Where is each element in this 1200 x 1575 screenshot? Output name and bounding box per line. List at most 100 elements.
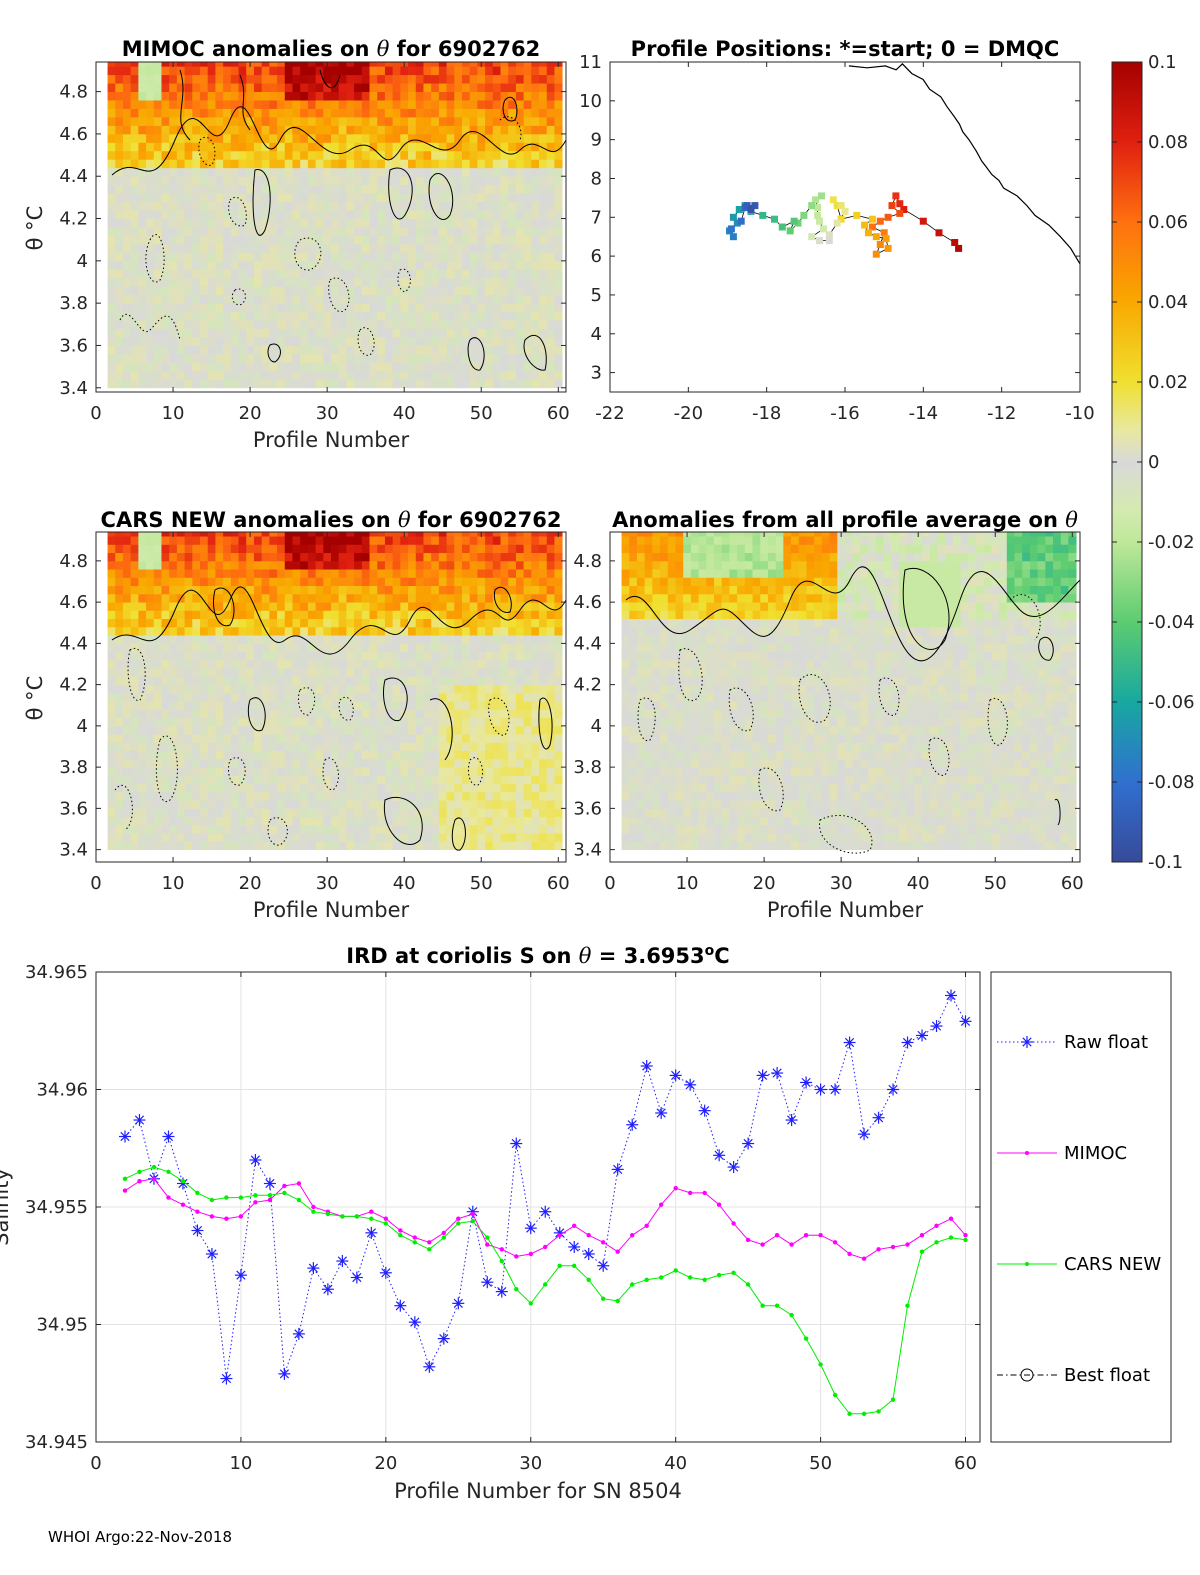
heatmap-cell — [400, 833, 409, 842]
heatmap-cell — [176, 286, 185, 296]
y-tick-label: 3.4 — [59, 378, 88, 399]
heatmap-cell — [523, 243, 532, 253]
heatmap-cell — [438, 532, 447, 537]
heatmap-cell — [115, 83, 124, 93]
heatmap-cell — [392, 286, 401, 296]
heatmap-cell — [277, 150, 286, 160]
heatmap-cell — [338, 379, 347, 389]
heatmap-cell — [415, 717, 424, 727]
heatmap-cell — [315, 783, 324, 793]
heatmap-cell — [523, 742, 532, 752]
heatmap-cell — [500, 83, 509, 93]
heatmap-cell — [369, 353, 378, 363]
mimoc-axes: 0 10 20 30 40 50 603.43.63.844.24.44.64.8 — [59, 62, 570, 424]
heatmap-cell — [346, 833, 355, 842]
heatmap-cell — [107, 758, 116, 768]
heatmap-cell — [431, 552, 440, 562]
heatmap-cell — [153, 577, 162, 587]
heatmap-cell — [269, 610, 278, 620]
heatmap-cell — [454, 544, 463, 554]
heatmap-cell — [508, 659, 517, 669]
heatmap-cell — [192, 286, 201, 296]
heatmap-cell — [331, 210, 340, 219]
heatmap-cell — [230, 758, 239, 768]
heatmap-cell — [184, 725, 193, 735]
heatmap-cell — [621, 816, 630, 826]
positions-title: Profile Positions: *=start; 0 = DMQC — [631, 37, 1060, 61]
heatmap-cell — [531, 668, 540, 677]
heatmap-cell — [176, 725, 185, 735]
heatmap-cell — [384, 74, 394, 84]
heatmap-cell — [508, 676, 517, 686]
heatmap-cell — [485, 701, 494, 710]
heatmap-cell — [338, 717, 347, 727]
heatmap-cell — [384, 709, 394, 719]
heatmap-cell — [300, 560, 309, 570]
track-point — [919, 217, 927, 225]
heatmap-cell — [636, 750, 646, 760]
heatmap-cell — [354, 125, 363, 135]
heatmap-cell — [277, 227, 286, 236]
heatmap-cell — [138, 117, 147, 126]
heatmap-cell — [438, 635, 447, 644]
heatmap-cell — [500, 311, 509, 321]
heatmap-cell — [130, 150, 139, 160]
heatmap-cell — [315, 668, 324, 677]
heatmap-cell — [392, 808, 401, 818]
heatmap-cell — [523, 201, 532, 211]
heatmap-cell — [539, 150, 548, 160]
heatmap-cell — [292, 783, 301, 793]
heatmap-cell — [331, 651, 340, 661]
heatmap-cell — [461, 100, 471, 109]
heatmap-cell — [161, 791, 170, 801]
heatmap-cell — [384, 668, 394, 677]
heatmap-cell — [546, 184, 555, 194]
heatmap-cell — [523, 569, 532, 578]
heatmap-cell — [284, 91, 293, 101]
heatmap-cell — [269, 167, 278, 177]
heatmap-cell — [415, 243, 424, 253]
heatmap-cell — [469, 701, 478, 710]
heatmap-cell — [338, 133, 347, 143]
heatmap-cell — [438, 66, 447, 76]
heatmap-cell — [539, 635, 548, 644]
heatmap-cell — [500, 775, 509, 785]
heatmap-cell — [331, 235, 340, 245]
heatmap-cell — [500, 643, 509, 653]
heatmap-cell — [323, 651, 332, 661]
heatmap-cell — [230, 816, 239, 826]
heatmap-cell — [415, 328, 424, 338]
heatmap-cell — [354, 337, 363, 346]
heatmap-cell — [107, 243, 116, 253]
heatmap-cell — [207, 353, 216, 363]
heatmap-cell — [408, 91, 417, 101]
heatmap-cell — [200, 269, 209, 279]
heatmap-cell — [261, 569, 270, 578]
heatmap-cell — [238, 734, 247, 743]
heatmap-cell — [523, 775, 532, 785]
heatmap-cell — [338, 167, 347, 177]
heatmap-cell — [323, 167, 332, 177]
heatmap-cell — [146, 91, 155, 101]
heatmap-cell — [485, 353, 494, 363]
heatmap-cell — [223, 260, 232, 270]
heatmap-cell — [138, 577, 147, 587]
heatmap-cell — [554, 560, 563, 570]
heatmap-cell — [636, 536, 646, 545]
heatmap-cell — [361, 701, 370, 710]
heatmap-cell — [153, 709, 162, 719]
heatmap-cell — [176, 783, 185, 793]
heatmap-cell — [469, 193, 478, 203]
heatmap-cell — [477, 108, 486, 118]
heatmap-cell — [523, 277, 532, 287]
heatmap-cell — [207, 328, 216, 338]
heatmap-cell — [153, 626, 162, 636]
heatmap-cell — [554, 125, 563, 135]
heatmap-cell — [454, 775, 463, 785]
heatmap-cell — [269, 370, 278, 380]
heatmap-cell — [122, 800, 132, 809]
heatmap-cell — [176, 66, 185, 76]
heatmap-cell — [215, 184, 224, 194]
heatmap-cell — [554, 235, 563, 245]
